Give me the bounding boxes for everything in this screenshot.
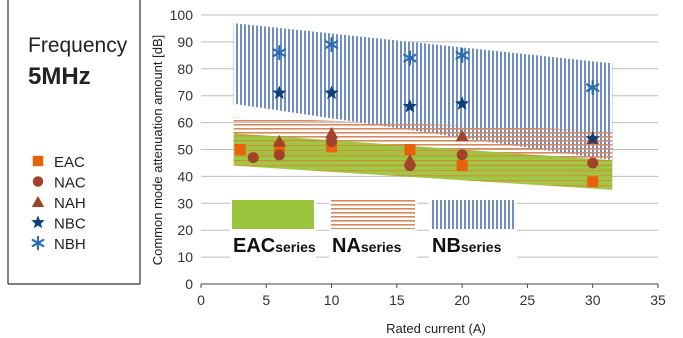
point-nac [326, 135, 338, 147]
x-tick-labels: 0 5 10 15 20 25 30 35 [197, 284, 666, 308]
y-tick-label: 0 [185, 276, 193, 292]
legend: EAC NAC NAH NBC NBH [31, 154, 86, 253]
y-tick-label: 100 [170, 7, 194, 23]
x-tick-label: 0 [197, 292, 205, 308]
band-swatch-nb [431, 200, 515, 229]
band-label-sub: series [361, 239, 402, 255]
y-tick-label: 20 [177, 222, 193, 238]
point-nbh [455, 47, 469, 63]
band-label-main: EAC [233, 235, 275, 257]
point-nbh [585, 80, 600, 96]
x-tick-label: 35 [650, 292, 666, 308]
point-nbc [402, 98, 418, 113]
frequency-label: Frequency [28, 34, 128, 57]
point-eac [587, 176, 599, 188]
band-label-main: NA [332, 235, 361, 257]
legend-label-nah: NAH [54, 195, 86, 212]
point-eac [273, 141, 285, 153]
y-tick-label: 80 [177, 61, 193, 77]
point-nac [273, 149, 285, 161]
point-nbc [455, 96, 470, 110]
circle-marker-icon [32, 176, 44, 187]
band-NBseries [233, 23, 613, 161]
y-tick-label: 30 [177, 195, 193, 211]
y-tick-labels: 0 10 20 30 40 50 60 70 80 90 100 [170, 7, 194, 292]
x-tick-label: 20 [454, 292, 470, 308]
y-tick-label: 60 [177, 115, 193, 131]
x-tick-label: 30 [585, 292, 601, 308]
legend-label-eac: EAC [54, 154, 85, 171]
band-label-sub: series [275, 239, 316, 255]
point-nah [325, 126, 339, 139]
point-nac [587, 157, 599, 169]
y-axis-title: Common mode attenuation amount [dB] [150, 35, 165, 266]
point-nah [272, 134, 286, 147]
point-nbh [403, 50, 417, 66]
square-marker-icon [32, 155, 44, 167]
star-marker-icon [31, 215, 45, 229]
info-panel: Frequency 5MHz EAC NAC NAH NBC NBH [7, 0, 141, 285]
band-label-na: NAseries [332, 235, 402, 257]
point-nbc [585, 131, 600, 145]
y-tick-label: 40 [177, 168, 193, 184]
x-tick-label: 15 [389, 292, 405, 308]
asterisk-marker-icon [31, 235, 45, 251]
x-axis-title: Rated current (A) [386, 321, 486, 336]
point-eac [404, 144, 416, 155]
point-eac [234, 144, 246, 155]
series-bands [233, 23, 613, 190]
x-tick-label: 10 [324, 292, 340, 308]
band-label-nb: NBseries [432, 235, 502, 257]
point-nac [456, 149, 468, 161]
point-nah [403, 153, 417, 166]
point-nbh [272, 45, 287, 61]
band-label-sub: series [461, 239, 502, 255]
band-swatch-na [331, 200, 415, 229]
x-tick-label: 5 [262, 292, 270, 308]
legend-label-nbc: NBC [54, 216, 86, 233]
point-nbc [272, 85, 287, 100]
y-tick-label: 50 [177, 142, 193, 158]
point-nbh [324, 36, 339, 53]
x-tick-label: 25 [520, 292, 536, 308]
y-tick-label: 90 [177, 34, 193, 50]
y-tick-label: 10 [177, 249, 193, 265]
point-eac [456, 160, 468, 172]
point-nac [247, 152, 259, 164]
frequency-value: 5MHz [28, 63, 91, 90]
y-tick-label: 70 [177, 88, 193, 104]
legend-label-nac: NAC [54, 175, 86, 192]
point-nbc [324, 85, 339, 100]
triangle-marker-icon [31, 195, 45, 207]
legend-label-nbh: NBH [54, 236, 86, 253]
band-label-eac: EACseries [233, 235, 316, 257]
band-label-main: NB [432, 235, 461, 257]
band-labels: EACseries NAseries NBseries [230, 198, 517, 258]
point-nah [455, 129, 469, 142]
band-swatch-eac [232, 200, 314, 229]
data-points [234, 36, 600, 188]
